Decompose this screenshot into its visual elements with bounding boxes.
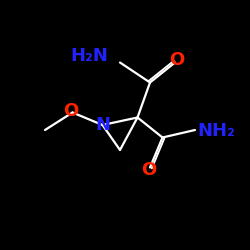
Text: O: O [168,51,184,69]
Text: NH₂: NH₂ [198,122,235,140]
Text: O: O [64,102,79,120]
Text: N: N [95,116,110,134]
Text: O: O [141,161,156,179]
Text: H₂N: H₂N [71,47,109,65]
